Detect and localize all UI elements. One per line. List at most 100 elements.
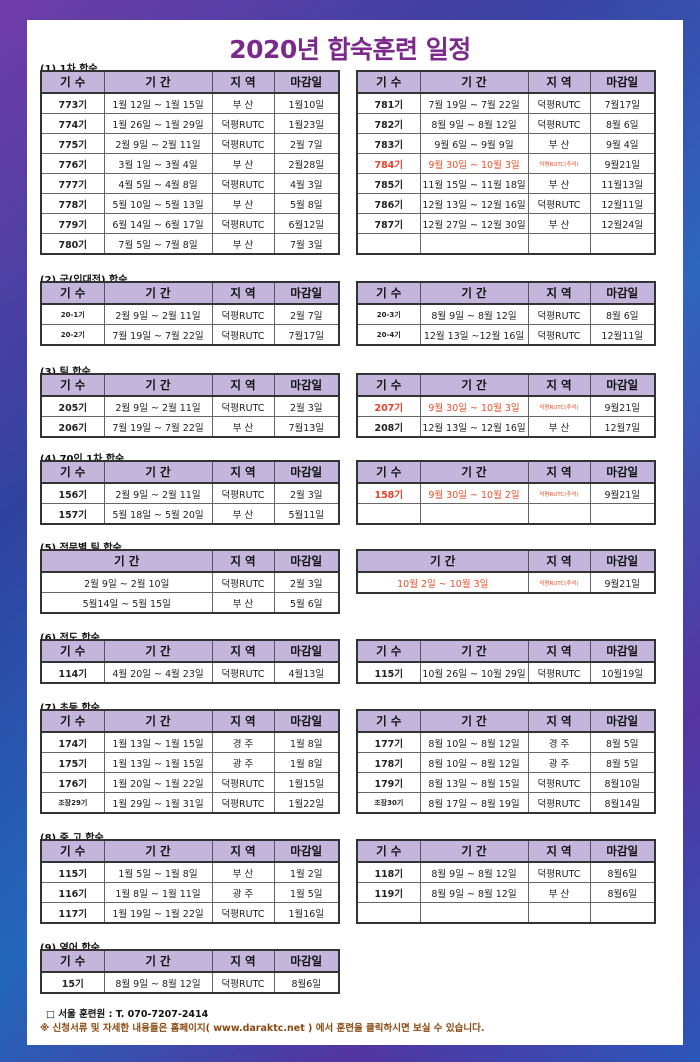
cell-no: 156기	[40, 482, 105, 504]
cell-no: 777기	[40, 173, 105, 194]
table-row	[356, 503, 656, 525]
cell-region: 부 산	[211, 861, 275, 883]
cell-no: 785기	[356, 173, 421, 194]
cell-deadline: 1월10일	[273, 92, 340, 114]
cell-region: 덕평RUTC	[527, 303, 591, 325]
column-header-period: 기 간	[419, 639, 529, 663]
cell-no: 208기	[356, 416, 421, 438]
cell-deadline: 2월 3일	[273, 395, 340, 417]
cell-period: 9월 30일 ~ 10월 3일	[419, 395, 529, 417]
page-title: 2020년 합숙훈련 일정	[229, 35, 471, 64]
cell-no: 175기	[40, 752, 105, 773]
cell-period: 1월 20일 ~ 1월 22일	[103, 772, 213, 793]
cell-deadline: 12월7일	[589, 416, 656, 438]
cell-period: 2월 9일 ~ 2월 11일	[103, 482, 213, 504]
cell-deadline: 1월15일	[273, 772, 340, 793]
cell-deadline: 2월 3일	[273, 571, 340, 593]
section-title: (8) 중.고 합숙	[40, 833, 104, 844]
cell-deadline: 8월 6일	[589, 113, 656, 134]
column-header-deadline: 마감일	[273, 549, 340, 573]
column-header-no: 기 수	[356, 70, 421, 94]
cell-deadline: 1월 8일	[273, 752, 340, 773]
cell-region	[527, 233, 591, 255]
column-header-period: 기 간	[40, 549, 213, 573]
cell-deadline: 7월 3일	[273, 233, 340, 255]
table-row: 176기 1월 20일 ~ 1월 22일 덕평RUTC 1월15일	[40, 772, 340, 793]
section-title: (1) 1차 합숙	[40, 64, 98, 75]
cell-period	[419, 503, 529, 525]
column-header-period: 기 간	[103, 281, 213, 305]
cell-deadline: 10월19일	[589, 661, 656, 684]
column-header-no: 기 수	[40, 373, 105, 397]
cell-region: 덕평RUTC	[211, 661, 275, 684]
cell-deadline: 9월21일	[589, 395, 656, 417]
cell-deadline: 2월 7일	[273, 303, 340, 325]
cell-period: 1월 13일 ~ 1월 15일	[103, 752, 213, 773]
table-row: 776기 3월 1일 ~ 3월 4일 부 산 2월28일	[40, 153, 340, 174]
cell-no: 779기	[40, 213, 105, 234]
table-row: 782기 8월 9일 ~ 8월 12일 덕평RUTC 8월 6일	[356, 113, 656, 134]
cell-period: 1월 19일 ~ 1월 22일	[103, 902, 213, 924]
table-row: 205기 2월 9일 ~ 2월 11일 덕평RUTC 2월 3일	[40, 395, 340, 417]
column-header-no: 기 수	[356, 839, 421, 863]
cell-no: 115기	[40, 861, 105, 883]
cell-region: 덕평RUTC	[211, 792, 275, 814]
cell-deadline: 7월17일	[589, 92, 656, 114]
cell-region: 부 산	[527, 882, 591, 903]
table-row	[356, 233, 656, 255]
cell-no: 15기	[40, 971, 105, 994]
table-row: 785기 11월 15일 ~ 11월 18일 부 산 11월13일	[356, 173, 656, 194]
column-header-region: 지 역	[527, 839, 591, 863]
cell-period: 2월 9일 ~ 2월 11일	[103, 303, 213, 325]
cell-region: 덕평RUTC	[527, 772, 591, 793]
table-row: 207기 9월 30일 ~ 10월 3일 덕평RUTC(추석) 9월21일	[356, 395, 656, 417]
cell-region: 덕평RUTC	[211, 324, 275, 346]
cell-deadline: 1월23일	[273, 113, 340, 134]
cell-no: 207기	[356, 395, 421, 417]
cell-region: 덕평RUTC	[211, 482, 275, 504]
table-row: 179기 8월 13일 ~ 8월 15일 덕평RUTC 8월10일	[356, 772, 656, 793]
cell-period: 6월 14일 ~ 6월 17일	[103, 213, 213, 234]
column-header-no: 기 수	[356, 373, 421, 397]
cell-period: 8월 10일 ~ 8월 12일	[419, 731, 529, 753]
cell-period: 9월 30일 ~ 10월 2일	[419, 482, 529, 504]
cell-deadline	[589, 902, 656, 924]
column-header-period: 기 간	[103, 949, 213, 973]
cell-period: 3월 1일 ~ 3월 4일	[103, 153, 213, 174]
cell-deadline: 1월 8일	[273, 731, 340, 753]
column-header-region: 지 역	[527, 460, 591, 484]
cell-no: 179기	[356, 772, 421, 793]
table-row: 206기 7월 19일 ~ 7월 22일 부 산 7월13일	[40, 416, 340, 438]
column-header-no: 기 수	[356, 281, 421, 305]
column-header-deadline: 마감일	[273, 839, 340, 863]
cell-period: 1월 26일 ~ 1월 29일	[103, 113, 213, 134]
table-row: 780기 7월 5일 ~ 7월 8일 부 산 7월 3일	[40, 233, 340, 255]
column-header-region: 지 역	[211, 70, 275, 94]
cell-region: 덕평RUTC	[527, 661, 591, 684]
table-row: 115기 10월 26일 ~ 10월 29일 덕평RUTC 10월19일	[356, 661, 656, 684]
cell-period: 7월 19일 ~ 7월 22일	[419, 92, 529, 114]
cell-no	[356, 233, 421, 255]
column-header-period: 기 간	[419, 460, 529, 484]
cell-period: 7월 19일 ~ 7월 22일	[103, 324, 213, 346]
cell-region: 덕평RUTC	[211, 971, 275, 994]
cell-no: 158기	[356, 482, 421, 504]
cell-no: 118기	[356, 861, 421, 883]
cell-deadline	[589, 503, 656, 525]
cell-no: 780기	[40, 233, 105, 255]
table-row: 783기 9월 6일 ~ 9월 9일 부 산 9월 4일	[356, 133, 656, 154]
cell-period: 2월 9일 ~ 2월 11일	[103, 395, 213, 417]
cell-no: 776기	[40, 153, 105, 174]
column-header-region: 지 역	[211, 949, 275, 973]
table-row: 775기 2월 9일 ~ 2월 11일 덕평RUTC 2월 7일	[40, 133, 340, 154]
table-row: 114기 4월 20일 ~ 4월 23일 덕평RUTC 4월13일	[40, 661, 340, 684]
